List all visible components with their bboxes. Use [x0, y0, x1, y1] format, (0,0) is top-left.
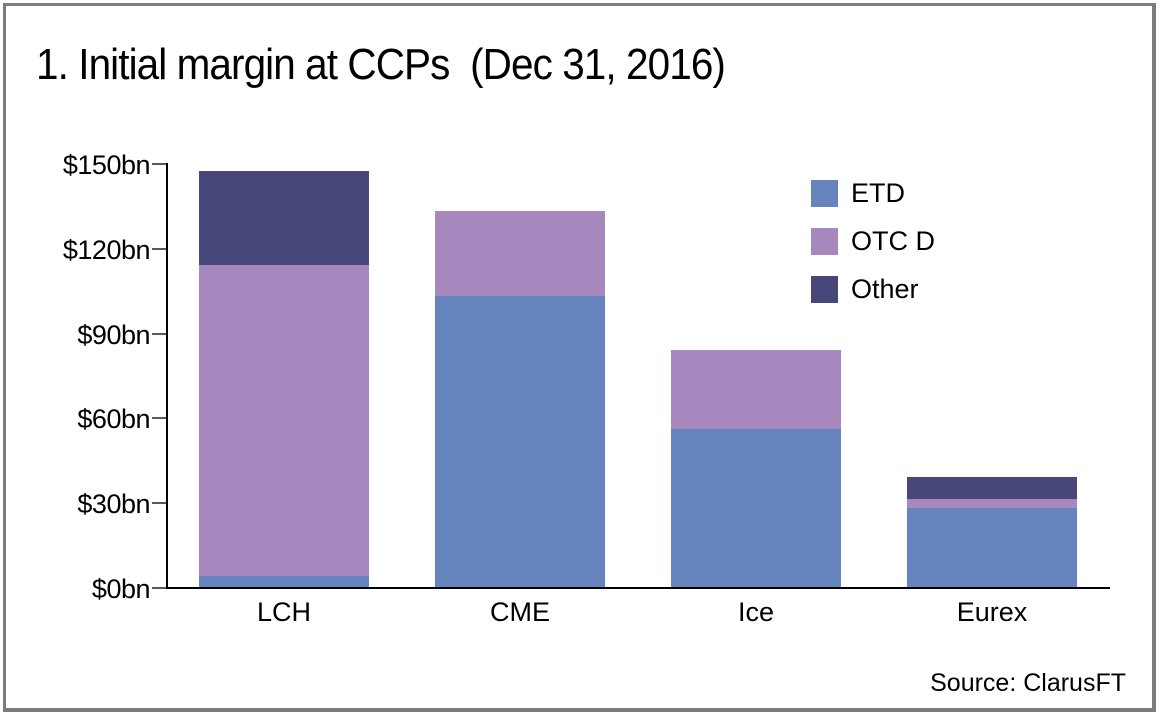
bar-segment-etd-lch: [199, 575, 369, 587]
source-note: Source: ClarusFT: [930, 669, 1126, 697]
legend-entry-otc-d: OTC D: [811, 226, 935, 257]
bar-segment-otc-d-eurex: [907, 499, 1077, 508]
x-category-label: Eurex: [956, 597, 1028, 627]
legend: ETD OTC D Other: [811, 178, 935, 322]
y-tick-label: $0bn: [91, 574, 151, 604]
chart-frame: 1. Initial margin at CCPs (Dec 31, 2016)…: [3, 3, 1156, 712]
y-tick-mark: [152, 417, 166, 420]
bar-segment-otc-d-lch: [199, 264, 369, 576]
bar-segment-etd-ice: [671, 428, 841, 587]
legend-label: OTC D: [851, 226, 935, 256]
legend-label: ETD: [851, 178, 905, 208]
legend-label: Other: [851, 274, 919, 304]
y-tick-mark: [152, 247, 166, 250]
y-tick-mark: [152, 163, 166, 165]
legend-swatch-icon: [811, 180, 838, 207]
bar-segment-etd-eurex: [907, 507, 1077, 587]
bar-segment-otc-d-cme: [435, 211, 605, 296]
y-tick-mark: [152, 587, 166, 589]
y-tick-label: $30bn: [77, 489, 150, 520]
y-tick-label: $150bn: [62, 150, 151, 180]
y-tick-label: $120bn: [62, 234, 151, 265]
x-category-label: CME: [490, 597, 550, 627]
bar-segment-other-eurex: [907, 476, 1077, 500]
bar-segment-otc-d-ice: [671, 349, 841, 429]
bar-segment-etd-cme: [435, 295, 605, 587]
chart-title: 1. Initial margin at CCPs (Dec 31, 2016): [36, 40, 726, 89]
y-tick-label: $60bn: [77, 404, 150, 435]
x-category-label: LCH: [256, 597, 311, 627]
legend-swatch-icon: [811, 276, 838, 303]
x-category-label: Ice: [737, 597, 775, 627]
bar-segment-other-lch: [199, 171, 369, 265]
y-axis-line: [166, 163, 168, 589]
chart-canvas: 1. Initial margin at CCPs (Dec 31, 2016)…: [6, 6, 1152, 708]
legend-entry-other: Other: [811, 274, 935, 305]
legend-swatch-icon: [811, 228, 838, 255]
y-tick-label: $90bn: [77, 319, 150, 350]
y-tick-mark: [152, 502, 166, 505]
x-axis-line: [166, 587, 1110, 589]
y-tick-mark: [152, 332, 166, 335]
legend-entry-etd: ETD: [811, 178, 935, 209]
